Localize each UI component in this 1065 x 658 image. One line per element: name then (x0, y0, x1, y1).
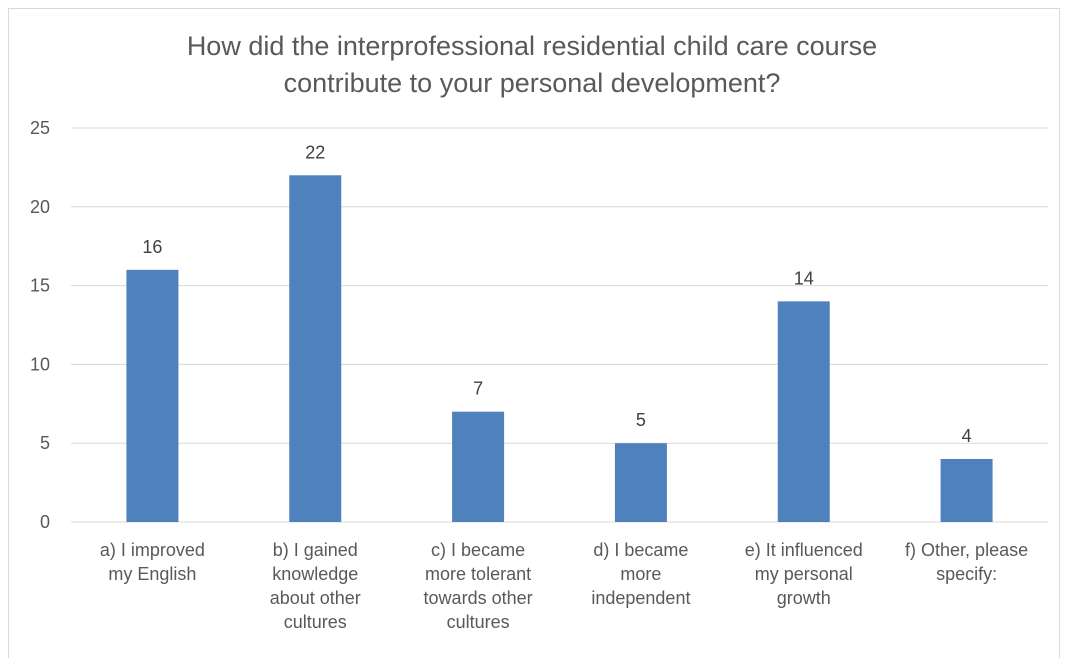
category-label: more (620, 564, 661, 584)
category-label: c) I became (431, 540, 525, 560)
data-label: 5 (636, 410, 646, 430)
chart-title-line-1: How did the interprofessional residentia… (187, 31, 877, 61)
category-label: e) It influenced (745, 540, 863, 560)
data-label: 14 (794, 268, 814, 288)
y-tick-label: 15 (30, 276, 50, 296)
bar (614, 443, 667, 522)
data-label: 4 (962, 426, 972, 446)
bars (126, 175, 993, 522)
bar (126, 269, 179, 522)
category-label: my English (108, 564, 196, 584)
category-label: f) Other, please (905, 540, 1028, 560)
category-labels: a) I improved my English b) I gained knowle… (100, 540, 1028, 632)
bar (777, 301, 830, 522)
category-label: more tolerant (425, 564, 531, 584)
y-axis-ticks: 0 5 10 15 20 25 (30, 118, 50, 532)
category-label: cultures (284, 612, 347, 632)
bar (940, 458, 993, 522)
category-label: cultures (447, 612, 510, 632)
category-label: d) I became (593, 540, 688, 560)
bar (452, 411, 505, 522)
category-label: independent (591, 588, 690, 608)
category-label: about other (270, 588, 361, 608)
category-label: a) I improved (100, 540, 205, 560)
data-label: 22 (305, 142, 325, 162)
data-labels: 16 22 7 5 14 4 (142, 142, 971, 446)
category-label: knowledge (272, 564, 358, 584)
chart-title: How did the interprofessional residentia… (187, 31, 877, 98)
y-tick-label: 10 (30, 354, 50, 374)
category-label: my personal (755, 564, 853, 584)
y-tick-label: 25 (30, 118, 50, 138)
category-label: b) I gained (273, 540, 358, 560)
category-label: towards other (424, 588, 533, 608)
gridlines (71, 127, 1048, 523)
chart-title-line-2: contribute to your personal development? (284, 68, 781, 98)
data-label: 7 (473, 379, 483, 399)
category-label: growth (777, 588, 831, 608)
bar (289, 175, 342, 522)
y-tick-label: 20 (30, 197, 50, 217)
chart-frame (8, 8, 1060, 658)
category-label: specify: (936, 564, 997, 584)
data-label: 16 (142, 237, 162, 257)
y-tick-label: 5 (40, 433, 50, 453)
y-tick-label: 0 (40, 512, 50, 532)
